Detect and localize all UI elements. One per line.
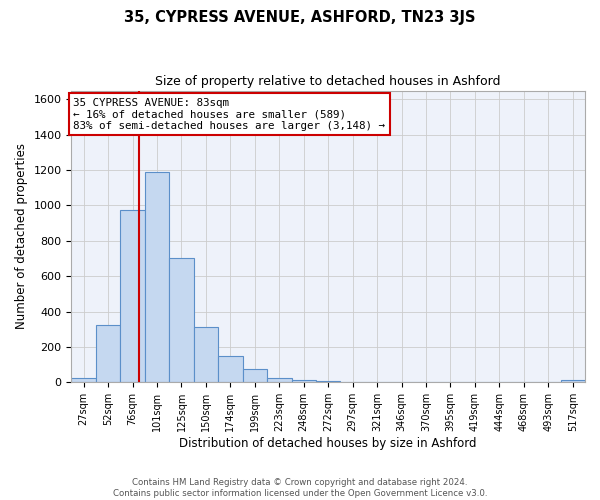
Text: 35 CYPRESS AVENUE: 83sqm
← 16% of detached houses are smaller (589)
83% of semi-: 35 CYPRESS AVENUE: 83sqm ← 16% of detach… — [73, 98, 385, 131]
Bar — [71, 378, 96, 382]
Bar — [267, 378, 292, 382]
Text: 35, CYPRESS AVENUE, ASHFORD, TN23 3JS: 35, CYPRESS AVENUE, ASHFORD, TN23 3JS — [124, 10, 476, 25]
Text: Contains HM Land Registry data © Crown copyright and database right 2024.
Contai: Contains HM Land Registry data © Crown c… — [113, 478, 487, 498]
Bar — [560, 380, 585, 382]
Bar — [121, 210, 145, 382]
Bar — [242, 369, 267, 382]
Bar — [194, 328, 218, 382]
X-axis label: Distribution of detached houses by size in Ashford: Distribution of detached houses by size … — [179, 437, 477, 450]
Bar — [292, 380, 316, 382]
Bar — [96, 325, 121, 382]
Bar — [169, 258, 194, 382]
Title: Size of property relative to detached houses in Ashford: Size of property relative to detached ho… — [155, 75, 501, 88]
Y-axis label: Number of detached properties: Number of detached properties — [15, 144, 28, 330]
Bar — [218, 356, 242, 382]
Bar — [145, 172, 169, 382]
